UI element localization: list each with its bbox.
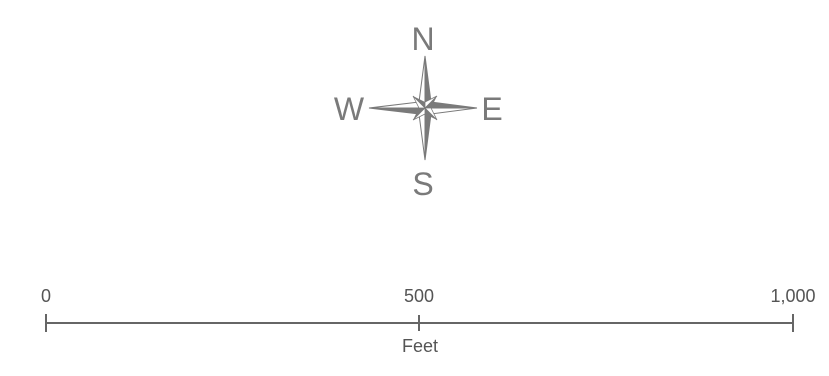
scale-label-1000: 1,000 — [770, 286, 815, 306]
compass-south-label: S — [412, 166, 433, 202]
compass-east-label: E — [481, 91, 502, 127]
scale-label-0: 0 — [41, 286, 51, 306]
scale-label-500: 500 — [404, 286, 434, 306]
compass-north-label: N — [411, 21, 434, 57]
compass-rose-icon — [368, 55, 478, 161]
compass-rose: N S E W — [334, 21, 503, 202]
scale-unit-label: Feet — [402, 336, 438, 356]
compass-west-label: W — [334, 91, 365, 127]
scale-bar: 0 500 1,000 Feet — [41, 286, 816, 356]
